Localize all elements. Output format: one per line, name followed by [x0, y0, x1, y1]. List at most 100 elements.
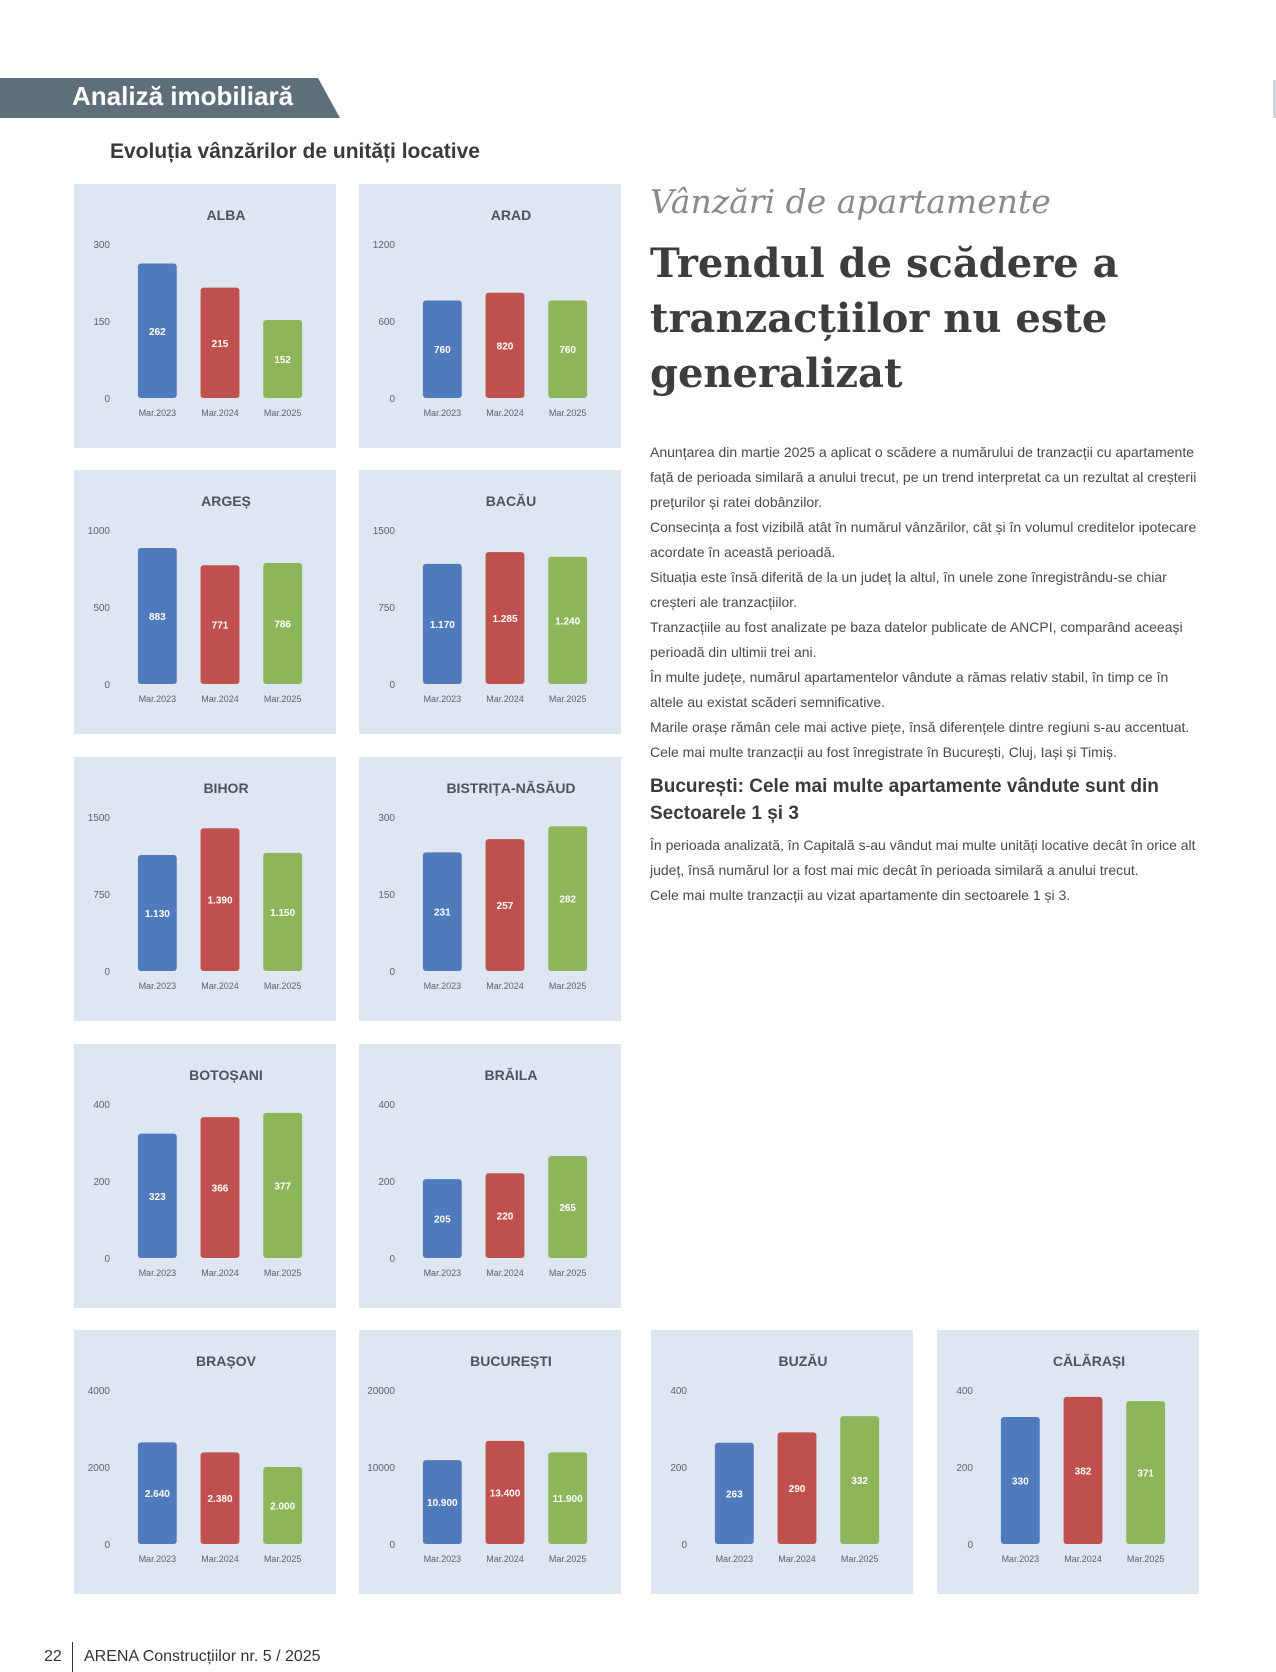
y-tick-label: 400	[670, 1386, 687, 1397]
bar-data-label: 1.150	[270, 908, 295, 919]
bar-data-label: 786	[274, 619, 291, 630]
y-tick-label: 600	[378, 317, 395, 328]
y-tick-label: 0	[104, 967, 110, 978]
bar-data-label: 760	[559, 345, 576, 356]
page-number: 22	[44, 1648, 62, 1665]
bar-data-label: 152	[274, 355, 291, 366]
chart-svg: BACĂU 0 750 1500 1.170 Mar.2023 1.285 Mar.2024 1…	[373, 493, 588, 704]
x-tick-label: Mar.2024	[201, 1554, 239, 1564]
chart-bar	[263, 1112, 303, 1258]
chart-bar	[137, 854, 177, 971]
bar-data-label: 760	[434, 345, 451, 356]
chart-bar	[422, 1179, 462, 1258]
bar-data-label: 883	[149, 612, 166, 623]
article-kicker: Vânzări de apartamente	[650, 182, 1051, 221]
article-paragraph: În perioada analizată, în Capitală s-au …	[650, 837, 1196, 878]
x-tick-label: Mar.2025	[841, 1554, 879, 1564]
bar-data-label: 282	[559, 895, 576, 906]
chart-title: ALBA	[207, 207, 246, 223]
bar-data-label: 257	[497, 901, 514, 912]
bar-data-label: 332	[851, 1476, 868, 1487]
x-tick-label: Mar.2023	[139, 1554, 177, 1564]
bar-data-label: 220	[497, 1212, 514, 1223]
y-tick-label: 400	[378, 1100, 395, 1111]
bar-data-label: 1.130	[145, 909, 170, 920]
x-tick-label: Mar.2025	[264, 981, 302, 991]
chart-bar	[137, 263, 177, 398]
chart-svg: ARAD 0 600 1200 760 Mar.2023 820 Mar.2024 760 Mar…	[373, 207, 588, 418]
chart-bar	[548, 1452, 588, 1544]
chart-bar	[200, 287, 240, 398]
chart-bar	[548, 1155, 588, 1258]
chart-bar	[1126, 1401, 1166, 1544]
x-tick-label: Mar.2023	[424, 981, 462, 991]
chart-title: BACĂU	[486, 493, 537, 509]
chart-bar	[714, 1442, 754, 1544]
bar-data-label: 262	[149, 327, 166, 338]
bar-data-label: 1.240	[555, 616, 580, 627]
bar-data-label: 205	[434, 1215, 451, 1226]
y-tick-label: 500	[93, 603, 110, 614]
x-tick-label: Mar.2024	[486, 694, 524, 704]
chart-bar	[137, 1133, 177, 1258]
bar-data-label: 1.390	[207, 896, 232, 907]
chart-bar	[422, 1460, 462, 1544]
chart-svg: BISTRIȚA-NĂSĂUD 0 150 300 231 Mar.2023 257 Mar.…	[378, 780, 588, 991]
y-tick-label: 0	[389, 967, 395, 978]
y-tick-label: 10000	[367, 1463, 395, 1474]
chart-title: BUZĂU	[779, 1353, 828, 1369]
bar-data-label: 10.900	[427, 1498, 458, 1509]
chart-bar	[137, 548, 177, 684]
x-tick-label: Mar.2024	[1064, 1554, 1102, 1564]
y-tick-label: 200	[956, 1463, 973, 1474]
y-tick-label: 1500	[373, 526, 396, 537]
x-tick-label: Mar.2025	[264, 1554, 302, 1564]
article-paragraph: Situația este însă diferită de la un jud…	[650, 569, 1167, 610]
chart-bar	[200, 1452, 240, 1544]
bar-data-label: 2.640	[145, 1489, 170, 1500]
y-tick-label: 400	[956, 1386, 973, 1397]
bar-data-label: 13.400	[490, 1488, 521, 1499]
bar-data-label: 371	[1137, 1469, 1154, 1480]
x-tick-label: Mar.2023	[139, 408, 177, 418]
x-tick-label: Mar.2023	[424, 1554, 462, 1564]
bar-data-label: 11.900	[553, 1494, 583, 1505]
x-tick-label: Mar.2024	[486, 981, 524, 991]
chart-bucuresti: BUCUREȘTI 0 10000 20000 10.900 Mar.2023 13.400…	[359, 1330, 621, 1594]
bar-data-label: 820	[497, 341, 514, 352]
chart-braila: BRĂILA 0 200 400 205 Mar.2023 220 Mar.2024 265 Ma…	[359, 1044, 621, 1308]
chart-bar	[485, 1173, 525, 1258]
x-tick-label: Mar.2024	[486, 408, 524, 418]
bar-data-label: 290	[789, 1484, 806, 1495]
chart-bar	[137, 1442, 177, 1544]
article-paragraph: Consecința a fost vizibilă atât în număr…	[650, 519, 1197, 560]
chart-svg: BRĂILA 0 200 400 205 Mar.2023 220 Mar.2024 265 Ma…	[378, 1067, 588, 1278]
chart-svg: BIHOR 0 750 1500 1.130 Mar.2023 1.390 Mar.2024 1…	[88, 780, 303, 991]
chart-bar	[840, 1416, 880, 1544]
chart-bihor: BIHOR 0 750 1500 1.130 Mar.2023 1.390 Mar.2024 1…	[74, 757, 336, 1021]
chart-bar	[263, 319, 303, 398]
y-tick-label: 1200	[373, 240, 396, 251]
chart-title: BRAȘOV	[196, 1353, 257, 1369]
chart-buzau: BUZĂU 0 200 400 263 Mar.2023 290 Mar.2024 332 Mar…	[651, 1330, 913, 1594]
chart-title: ARAD	[491, 207, 531, 223]
article-paragraph: Cele mai multe tranzacții au vizat apart…	[650, 887, 1071, 903]
chart-bar	[485, 1440, 525, 1544]
article-paragraph: Tranzacțiile au fost analizate pe baza d…	[650, 619, 1183, 660]
chart-arad: ARAD 0 600 1200 760 Mar.2023 820 Mar.2024 760 Mar…	[359, 184, 621, 448]
x-tick-label: Mar.2023	[716, 1554, 754, 1564]
y-tick-label: 0	[104, 1254, 110, 1265]
article-paragraph: Cele mai multe tranzacții au fost înregi…	[650, 744, 1117, 760]
article-body: Anunțarea din martie 2025 a aplicat o sc…	[650, 440, 1202, 908]
article-paragraph: În multe județe, numărul apartamentelor …	[650, 669, 1169, 710]
bar-data-label: 2.000	[270, 1502, 295, 1513]
chart-arges: ARGEȘ 0 500 1000 883 Mar.2023 771 Mar.2024 786 Ma…	[74, 470, 336, 734]
chart-botosani: BOTOȘANI 0 200 400 323 Mar.2023 366 Mar.2024 377…	[74, 1044, 336, 1308]
chart-calarasi: CĂLĂRAȘI 0 200 400 330 Mar.2023 382 Mar.2024 371…	[937, 1330, 1199, 1594]
y-tick-label: 0	[104, 394, 110, 405]
article-subheading: București: Cele mai multe apartamente vâ…	[650, 776, 1159, 824]
bar-data-label: 382	[1075, 1466, 1092, 1477]
x-tick-label: Mar.2025	[264, 694, 302, 704]
chart-bar	[200, 828, 240, 971]
chart-bistrita-nasaud: BISTRIȚA-NĂSĂUD 0 150 300 231 Mar.2023 257 Mar.…	[359, 757, 621, 1021]
